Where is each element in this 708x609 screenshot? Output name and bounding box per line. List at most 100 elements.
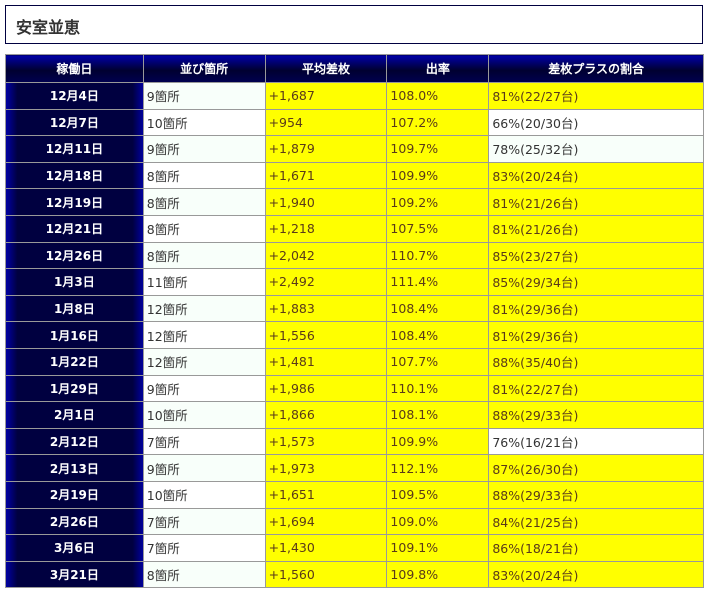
spots-cell: 9箇所 [142,454,266,482]
payout-rate-cell: 109.7% [386,135,490,163]
spots-cell: 10箇所 [142,108,266,137]
date-cell: 2月12日 [5,427,144,456]
avg-diff-cell: +1,986 [264,374,388,403]
spots-cell: 12箇所 [142,347,266,376]
payout-rate-cell: 109.0% [386,507,490,536]
spots-cell: 11箇所 [142,268,266,296]
date-cell: 2月19日 [5,480,144,509]
table-row: 2月1日 10箇所 +1,866 108.1% 88%(29/33台) [5,401,704,429]
plus-ratio-cell: 88%(29/33台) [488,401,704,429]
avg-diff-cell: +1,940 [264,188,388,216]
payout-rate-cell: 108.4% [386,321,490,349]
table-row: 2月26日 7箇所 +1,694 109.0% 84%(21/25台) [5,507,704,536]
table-row: 1月3日 11箇所 +2,492 111.4% 85%(29/34台) [5,268,704,296]
table-row: 12月7日 10箇所 +954 107.2% 66%(20/30台) [5,108,704,137]
header-plus-ratio: 差枚プラスの割合 [488,54,704,83]
date-cell: 12月18日 [5,161,144,190]
spots-cell: 8箇所 [142,560,266,589]
date-cell: 2月13日 [5,454,144,482]
table-row: 1月22日 12箇所 +1,481 107.7% 88%(35/40台) [5,347,704,376]
table-row: 2月19日 10箇所 +1,651 109.5% 88%(29/33台) [5,480,704,509]
payout-rate-cell: 108.0% [386,82,490,110]
plus-ratio-cell: 81%(29/36台) [488,294,704,323]
table-row: 1月29日 9箇所 +1,986 110.1% 81%(22/27台) [5,374,704,403]
spots-cell: 9箇所 [142,135,266,163]
spots-cell: 8箇所 [142,161,266,190]
avg-diff-cell: +2,492 [264,268,388,296]
table-row: 2月13日 9箇所 +1,973 112.1% 87%(26/30台) [5,454,704,482]
avg-diff-cell: +1,218 [264,214,388,243]
spots-cell: 7箇所 [142,507,266,536]
table-row: 12月4日 9箇所 +1,687 108.0% 81%(22/27台) [5,82,704,110]
date-cell: 12月11日 [5,135,144,163]
section-title: 安室並恵 [16,18,81,37]
payout-rate-cell: 111.4% [386,268,490,296]
spots-cell: 12箇所 [142,294,266,323]
table-row: 3月21日 8箇所 +1,560 109.8% 83%(20/24台) [5,560,704,589]
table-row: 12月21日 8箇所 +1,218 107.5% 81%(21/26台) [5,214,704,243]
table-header-row: 稼働日 並び箇所 平均差枚 出率 差枚プラスの割合 [5,54,704,83]
spots-cell: 8箇所 [142,188,266,216]
avg-diff-cell: +1,883 [264,294,388,323]
avg-diff-cell: +1,430 [264,534,388,562]
table-row: 1月16日 12箇所 +1,556 108.4% 81%(29/36台) [5,321,704,349]
plus-ratio-cell: 88%(35/40台) [488,347,704,376]
date-cell: 1月22日 [5,347,144,376]
avg-diff-cell: +1,671 [264,161,388,190]
avg-diff-cell: +1,573 [264,427,388,456]
plus-ratio-cell: 83%(20/24台) [488,560,704,589]
payout-rate-cell: 109.1% [386,534,490,562]
avg-diff-cell: +954 [264,108,388,137]
plus-ratio-cell: 87%(26/30台) [488,454,704,482]
date-cell: 12月7日 [5,108,144,137]
avg-diff-cell: +1,651 [264,480,388,509]
payout-rate-cell: 109.9% [386,427,490,456]
table-row: 1月8日 12箇所 +1,883 108.4% 81%(29/36台) [5,294,704,323]
plus-ratio-cell: 66%(20/30台) [488,108,704,137]
date-cell: 2月1日 [5,401,144,429]
spots-cell: 12箇所 [142,321,266,349]
plus-ratio-cell: 81%(29/36台) [488,321,704,349]
date-cell: 12月21日 [5,214,144,243]
plus-ratio-cell: 86%(18/21台) [488,534,704,562]
table-row: 12月18日 8箇所 +1,671 109.9% 83%(20/24台) [5,161,704,190]
date-cell: 2月26日 [5,507,144,536]
avg-diff-cell: +2,042 [264,241,388,270]
payout-rate-cell: 107.5% [386,214,490,243]
table-row: 12月19日 8箇所 +1,940 109.2% 81%(21/26台) [5,188,704,216]
plus-ratio-cell: 85%(23/27台) [488,241,704,270]
avg-diff-cell: +1,866 [264,401,388,429]
plus-ratio-cell: 85%(29/34台) [488,268,704,296]
header-payout-rate: 出率 [386,54,490,83]
table-row: 12月26日 8箇所 +2,042 110.7% 85%(23/27台) [5,241,704,270]
section-title-box: 安室並恵 [5,5,703,44]
plus-ratio-cell: 81%(22/27台) [488,374,704,403]
plus-ratio-cell: 81%(22/27台) [488,82,704,110]
header-avg-diff: 平均差枚 [264,54,388,83]
spots-cell: 10箇所 [142,480,266,509]
plus-ratio-cell: 76%(16/21台) [488,427,704,456]
payout-rate-cell: 109.5% [386,480,490,509]
avg-diff-cell: +1,879 [264,135,388,163]
payout-rate-cell: 109.9% [386,161,490,190]
payout-rate-cell: 107.7% [386,347,490,376]
date-cell: 3月21日 [5,560,144,589]
payout-rate-cell: 112.1% [386,454,490,482]
date-cell: 1月3日 [5,268,144,296]
payout-rate-cell: 109.8% [386,560,490,589]
date-cell: 12月19日 [5,188,144,216]
spots-cell: 9箇所 [142,82,266,110]
avg-diff-cell: +1,694 [264,507,388,536]
table-row: 3月6日 7箇所 +1,430 109.1% 86%(18/21台) [5,534,704,562]
avg-diff-cell: +1,687 [264,82,388,110]
plus-ratio-cell: 78%(25/32台) [488,135,704,163]
plus-ratio-cell: 88%(29/33台) [488,480,704,509]
table-row: 12月11日 9箇所 +1,879 109.7% 78%(25/32台) [5,135,704,163]
plus-ratio-cell: 81%(21/26台) [488,188,704,216]
avg-diff-cell: +1,481 [264,347,388,376]
date-cell: 12月4日 [5,82,144,110]
date-cell: 1月16日 [5,321,144,349]
header-spots: 並び箇所 [142,54,266,83]
payout-rate-cell: 109.2% [386,188,490,216]
payout-rate-cell: 110.7% [386,241,490,270]
